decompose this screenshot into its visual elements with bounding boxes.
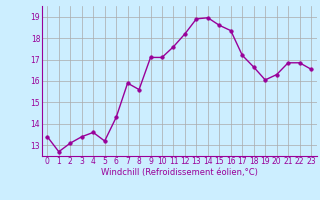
X-axis label: Windchill (Refroidissement éolien,°C): Windchill (Refroidissement éolien,°C) [101,168,258,177]
